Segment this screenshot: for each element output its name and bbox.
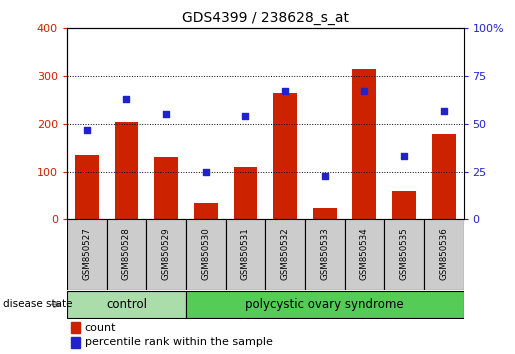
Bar bbox=[154, 157, 178, 219]
Bar bbox=[392, 191, 416, 219]
Bar bbox=[273, 93, 297, 219]
Text: GSM850534: GSM850534 bbox=[360, 227, 369, 280]
Point bbox=[241, 113, 249, 119]
Text: disease state: disease state bbox=[3, 299, 72, 309]
Bar bbox=[352, 69, 376, 219]
Bar bbox=[67, 291, 186, 318]
Point bbox=[440, 108, 448, 113]
Bar bbox=[305, 219, 345, 290]
Text: GSM850531: GSM850531 bbox=[241, 227, 250, 280]
Bar bbox=[107, 219, 146, 290]
Text: GSM850527: GSM850527 bbox=[82, 227, 91, 280]
Point bbox=[82, 127, 91, 132]
Bar bbox=[71, 337, 80, 348]
Point bbox=[281, 88, 289, 94]
Bar bbox=[432, 135, 456, 219]
Text: GSM850535: GSM850535 bbox=[400, 227, 408, 280]
Text: GSM850536: GSM850536 bbox=[439, 227, 448, 280]
Bar bbox=[313, 207, 337, 219]
Bar bbox=[146, 219, 186, 290]
Bar bbox=[67, 219, 107, 290]
Bar bbox=[424, 219, 464, 290]
Text: control: control bbox=[106, 298, 147, 311]
Bar bbox=[233, 167, 258, 219]
Bar bbox=[345, 219, 384, 290]
Bar bbox=[71, 322, 80, 333]
Bar bbox=[186, 219, 226, 290]
Point bbox=[360, 88, 369, 94]
Bar bbox=[114, 121, 139, 219]
Bar bbox=[265, 219, 305, 290]
Point bbox=[202, 169, 210, 175]
Text: GSM850528: GSM850528 bbox=[122, 227, 131, 280]
Text: count: count bbox=[85, 322, 116, 332]
Point bbox=[123, 96, 131, 102]
Title: GDS4399 / 238628_s_at: GDS4399 / 238628_s_at bbox=[182, 11, 349, 24]
Text: polycystic ovary syndrome: polycystic ovary syndrome bbox=[245, 298, 404, 311]
Bar bbox=[194, 203, 218, 219]
Text: GSM850530: GSM850530 bbox=[201, 227, 210, 280]
Text: percentile rank within the sample: percentile rank within the sample bbox=[85, 337, 272, 348]
Bar bbox=[186, 291, 464, 318]
Text: GSM850529: GSM850529 bbox=[162, 227, 170, 280]
Point bbox=[320, 173, 329, 178]
Text: GSM850533: GSM850533 bbox=[320, 227, 329, 280]
Point bbox=[162, 112, 170, 117]
Bar bbox=[226, 219, 265, 290]
Text: GSM850532: GSM850532 bbox=[281, 227, 289, 280]
Point bbox=[400, 154, 408, 159]
Bar bbox=[75, 155, 99, 219]
Bar bbox=[384, 219, 424, 290]
